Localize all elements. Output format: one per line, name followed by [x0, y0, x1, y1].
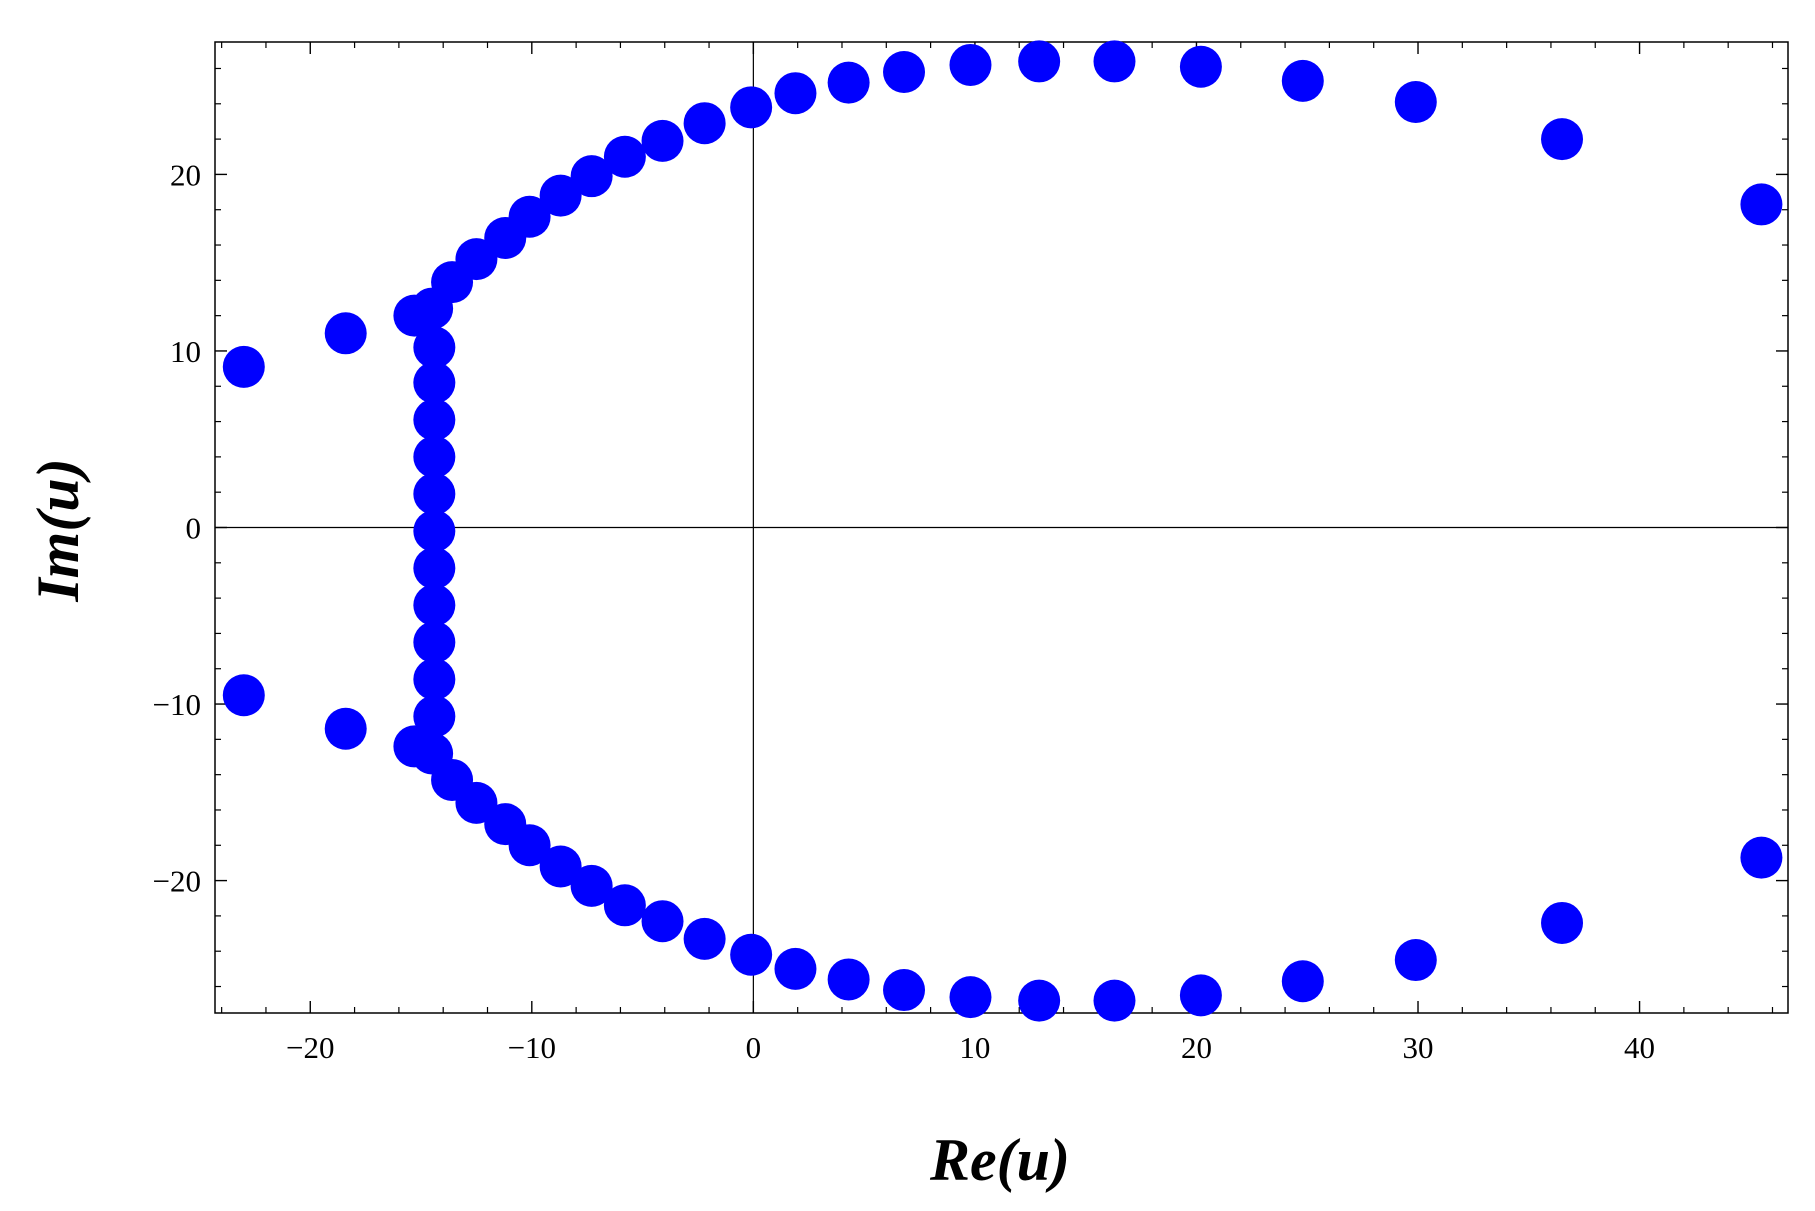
data-point: [413, 695, 456, 738]
y-tick-label: −20: [153, 864, 201, 899]
data-points: [222, 40, 1783, 1022]
zero-lines: [215, 42, 1788, 1013]
x-tick-labels: −20 −10 0 10 20 30 40: [286, 1030, 1655, 1065]
data-point: [641, 119, 684, 162]
data-point: [1394, 939, 1437, 982]
data-point: [827, 958, 870, 1001]
data-point: [1740, 183, 1783, 226]
data-point: [883, 51, 926, 94]
data-point: [413, 621, 456, 664]
data-point: [413, 472, 456, 515]
data-point: [1281, 960, 1324, 1003]
data-point: [455, 781, 498, 824]
plot-frame: [214, 41, 1789, 1014]
data-point: [1093, 979, 1136, 1022]
data-point: [539, 174, 582, 217]
x-tick-label: −20: [286, 1030, 334, 1065]
y-tick-labels: −20 −10 0 10 20: [153, 157, 201, 898]
x-tick-label: 10: [959, 1030, 990, 1065]
data-point: [413, 510, 456, 553]
y-tick-label: 0: [186, 511, 202, 546]
data-point: [222, 345, 265, 388]
data-point: [603, 884, 646, 927]
data-point: [774, 947, 817, 990]
data-point: [413, 658, 456, 701]
data-point: [413, 326, 456, 369]
data-point: [570, 864, 613, 907]
data-point: [413, 361, 456, 404]
data-point: [324, 707, 367, 750]
y-axis-title: Im(u): [25, 458, 91, 602]
data-point: [1281, 59, 1324, 102]
data-point: [949, 976, 992, 1019]
data-point: [1093, 40, 1136, 83]
data-point: [539, 845, 582, 888]
data-point: [883, 969, 926, 1012]
y-tick-label: −10: [153, 687, 201, 722]
x-tick-label: 20: [1181, 1030, 1212, 1065]
data-point: [683, 102, 726, 145]
y-tick-label: 20: [170, 157, 201, 192]
data-point: [1018, 40, 1061, 83]
data-point: [222, 674, 265, 717]
y-tick-label: 10: [170, 334, 201, 369]
data-point: [413, 398, 456, 441]
data-point: [1541, 901, 1584, 944]
x-axis-title: Re(u): [929, 1127, 1070, 1193]
data-point: [570, 155, 613, 198]
x-tick-label: 40: [1624, 1030, 1655, 1065]
data-point: [774, 72, 817, 115]
data-point: [508, 195, 551, 238]
data-point: [413, 547, 456, 590]
data-point: [641, 900, 684, 943]
data-point: [455, 238, 498, 281]
data-point: [413, 435, 456, 478]
minor-ticks: [215, 42, 1788, 1013]
data-point: [324, 312, 367, 355]
data-point: [730, 86, 773, 129]
data-point: [1018, 979, 1061, 1022]
data-point: [508, 824, 551, 867]
data-point: [730, 933, 773, 976]
data-point: [949, 43, 992, 86]
data-point: [413, 584, 456, 627]
x-tick-label: 30: [1403, 1030, 1434, 1065]
x-tick-label: 0: [746, 1030, 762, 1065]
data-point: [1179, 974, 1222, 1017]
data-point: [1179, 45, 1222, 88]
data-point: [1541, 118, 1584, 161]
x-tick-label: −10: [508, 1030, 556, 1065]
data-point: [1740, 836, 1783, 879]
data-point: [603, 135, 646, 178]
data-point: [827, 61, 870, 104]
data-point: [1394, 81, 1437, 124]
data-point: [683, 917, 726, 960]
